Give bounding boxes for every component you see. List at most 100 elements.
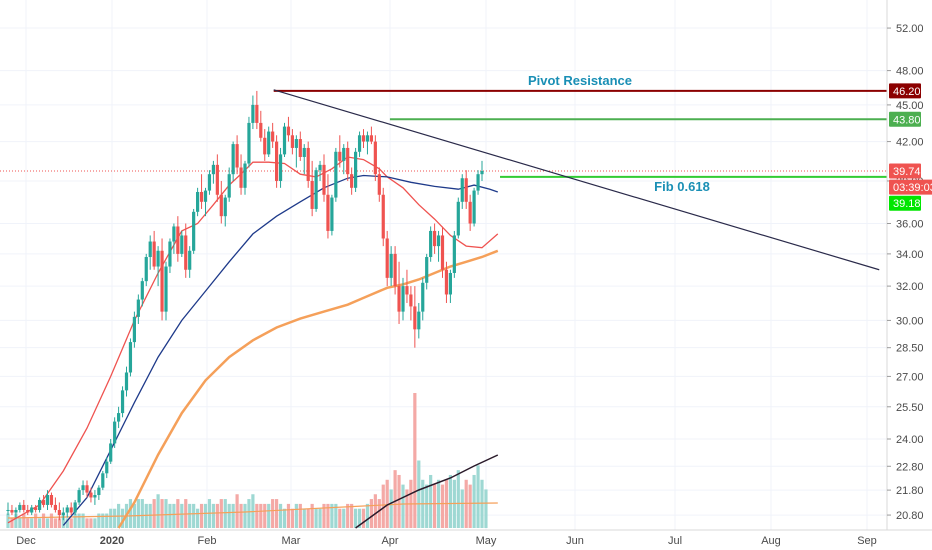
volume-bar	[34, 513, 38, 528]
volume-bar	[440, 484, 445, 528]
candle-body	[444, 269, 449, 295]
volume-bar	[397, 474, 401, 528]
price-tick-label: 48.00	[896, 66, 924, 78]
time-tick-label: May	[476, 535, 497, 547]
price-tick-label: 34.00	[896, 249, 924, 261]
volume-bar	[188, 503, 192, 528]
candle-body	[192, 211, 196, 251]
candle-body	[286, 126, 291, 136]
volume-bar	[144, 503, 148, 528]
time-tick-label: Jul	[668, 535, 682, 547]
volume-bar	[93, 518, 97, 528]
volume-bar	[425, 484, 429, 528]
candle-body	[227, 174, 231, 198]
volume-bar	[354, 508, 358, 528]
candle-body	[176, 226, 180, 254]
candle-body	[77, 490, 81, 503]
fib-label: Fib 0.618	[654, 179, 710, 194]
volume-bar	[298, 503, 302, 528]
price-tick-label: 42.00	[896, 137, 924, 149]
candle-body	[468, 201, 472, 224]
price-badge	[889, 83, 921, 99]
volume-bar	[192, 503, 196, 528]
candle-body	[207, 174, 212, 191]
volume-bar	[278, 503, 283, 528]
volume-bar	[223, 499, 227, 528]
time-tick-label: Sep	[857, 535, 877, 547]
candle-body	[196, 191, 200, 212]
candle-body	[452, 235, 456, 273]
volume-bar	[275, 499, 279, 528]
volume-bar	[417, 460, 421, 528]
volume-bar	[10, 518, 14, 528]
candle-body	[97, 487, 101, 496]
candle-body	[278, 154, 283, 181]
volume-bar	[113, 508, 117, 528]
volume-bar	[30, 518, 34, 528]
price-tick-label: 24.00	[896, 434, 924, 446]
candle-body	[456, 201, 460, 236]
candle-body	[263, 137, 267, 155]
volume-bar	[41, 513, 46, 528]
candle-body	[318, 164, 322, 171]
candle-body	[409, 294, 413, 307]
candle-body	[53, 504, 57, 510]
volume-bar	[433, 484, 437, 528]
candle-body	[180, 235, 184, 254]
candle-body	[401, 286, 405, 312]
level-annotations: Pivot Resistance Fib 0.618	[528, 73, 710, 194]
price-tick-label: 27.00	[896, 371, 924, 383]
volume-bar	[219, 499, 223, 528]
volume-bar	[484, 489, 488, 528]
candle-body	[69, 507, 73, 513]
price-tick-label: 36.00	[896, 219, 924, 231]
volume-bar	[429, 474, 433, 528]
price-axis-labels[interactable]: 52.0048.0045.0042.0039.0036.0034.0032.00…	[887, 23, 924, 522]
candle-body	[85, 485, 89, 493]
volume-bar	[243, 503, 247, 528]
candle-body	[132, 316, 136, 343]
volume-bar	[271, 499, 275, 528]
price-badge	[889, 163, 921, 179]
volume-bar	[476, 465, 480, 528]
candle-body	[93, 495, 97, 498]
candle-body	[6, 509, 10, 511]
volume-bar	[140, 499, 144, 528]
candle-body	[393, 253, 397, 287]
volume-bar	[373, 494, 377, 528]
candle-body	[14, 509, 18, 513]
volume-bar	[164, 499, 168, 528]
price-badges: 46.20 43.80 39.74 03:39:03 39.18	[889, 83, 932, 211]
price-tick-label: 52.00	[896, 23, 924, 35]
volume-bar	[318, 508, 322, 528]
volume-bar	[196, 508, 200, 528]
volume-bar	[22, 513, 26, 528]
candle-body	[342, 147, 346, 161]
candle-body	[385, 238, 389, 278]
horizontal-levels[interactable]	[0, 89, 887, 178]
trendline[interactable]	[273, 89, 880, 271]
candle-body	[480, 170, 484, 175]
price-badge-label: 39.18	[893, 198, 921, 210]
volume-bar	[310, 503, 314, 528]
moving-averages	[7, 156, 499, 529]
volume-bar	[180, 503, 184, 528]
candle-body	[365, 135, 370, 142]
volume-bar	[235, 494, 239, 528]
trendline-line[interactable]	[273, 89, 880, 271]
candle-body	[231, 144, 235, 175]
volume-bar	[361, 508, 366, 528]
candle-body	[460, 178, 464, 202]
volume-ma-line	[7, 502, 498, 519]
volume-bar	[69, 518, 73, 528]
time-tick-label: Mar	[282, 535, 301, 547]
volume-bar	[211, 503, 215, 528]
volume-bar	[401, 484, 405, 528]
time-tick-label: Jun	[566, 535, 584, 547]
volume-bar	[61, 513, 65, 528]
candle-body	[381, 194, 385, 239]
candle-body	[203, 190, 208, 202]
candle-body	[160, 250, 164, 312]
time-axis-labels[interactable]: Dec 2020 Feb Mar Apr May Jun Jul Aug Sep	[16, 535, 877, 547]
